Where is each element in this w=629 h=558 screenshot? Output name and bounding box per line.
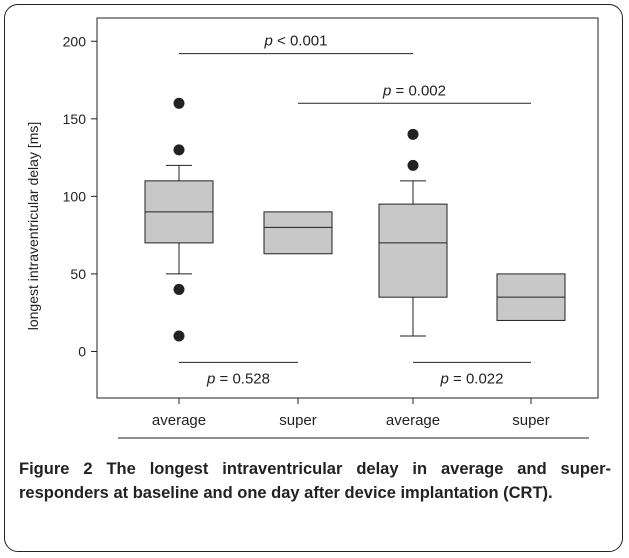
box-iqr [378, 203, 448, 298]
y-tick-label: 50 [70, 266, 86, 282]
p-value-label: p < 0.001 [264, 33, 328, 50]
y-tick-label: 150 [63, 111, 87, 127]
y-tick-label: 200 [63, 33, 87, 49]
group-label: CRT [455, 449, 486, 450]
box-plot-chart: 0 50 100 150 200 average super average super base… [25, 17, 599, 450]
outlier-point [173, 97, 185, 109]
figure-caption-text: The longest intraventricular delay in av… [19, 460, 611, 502]
x-tick-label: average [152, 412, 206, 429]
p-value-label: p = 0.528 [206, 370, 270, 387]
group-label: baseline [209, 449, 265, 450]
figure-caption: Figure 2 The longest intraventricular de… [19, 457, 611, 505]
p-value-label: p = 0.022 [440, 370, 504, 387]
outlier-point [173, 283, 185, 295]
x-tick-label: average [386, 412, 440, 429]
outlier-point [407, 128, 419, 140]
y-axis-label: longest intraventricular delay [ms] [25, 122, 41, 331]
outlier-point [173, 330, 185, 342]
x-tick-label: super [512, 412, 550, 429]
plot-area-frame [96, 17, 599, 399]
figure-label: Figure 2 [19, 460, 93, 478]
y-tick-label: 100 [63, 188, 87, 204]
x-tick-label: super [279, 412, 317, 429]
outlier-point [407, 159, 419, 171]
p-value-label: p = 0.002 [382, 82, 446, 99]
outlier-point [173, 144, 185, 156]
y-tick-label: 0 [78, 343, 86, 359]
box-iqr [263, 211, 333, 255]
